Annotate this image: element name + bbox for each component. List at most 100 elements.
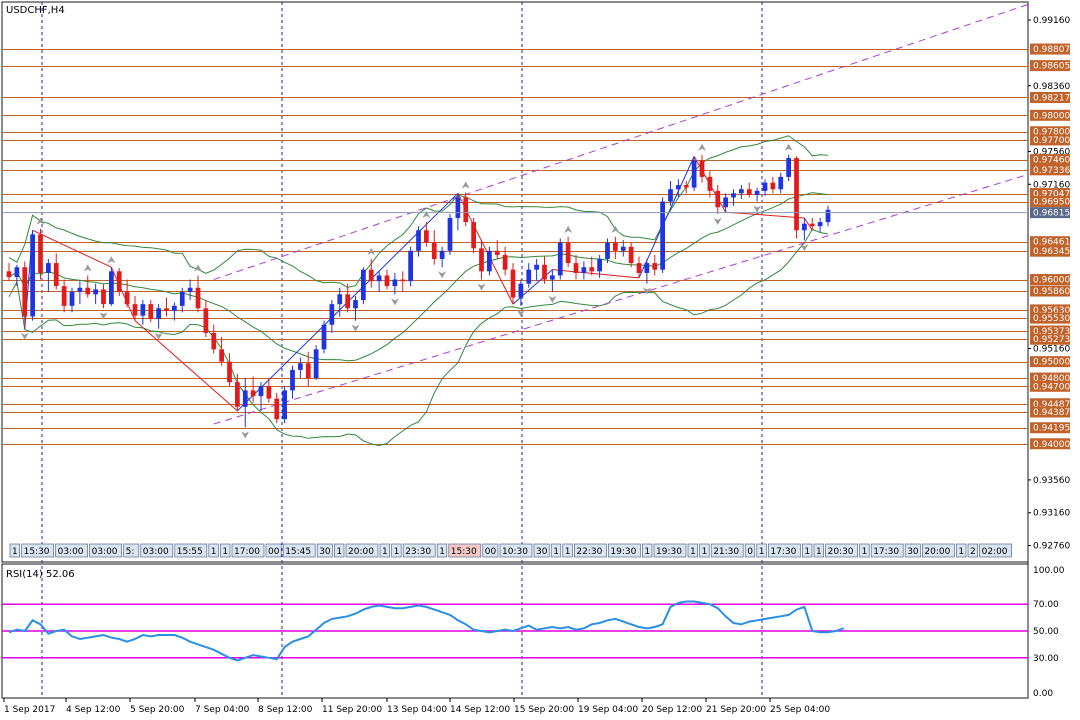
- level-label-4: 0.97800: [1030, 126, 1070, 138]
- level-label-text: 0.97460: [1033, 156, 1070, 166]
- candle-body: [368, 269, 374, 282]
- level-label-text: 0.95630: [1033, 306, 1070, 316]
- candle-80: [636, 256, 642, 278]
- candle-3: [30, 230, 35, 321]
- session-tag-box-13: [334, 543, 345, 558]
- level-label-bg: [1030, 325, 1070, 337]
- candle-body: [337, 294, 343, 305]
- candle-body: [589, 267, 595, 272]
- session-tag-box-23: [550, 543, 562, 558]
- candle-body: [361, 269, 366, 301]
- session-tag-box-33: [756, 543, 767, 558]
- session-tag-0: 1: [12, 547, 18, 557]
- level-label-text: 0.95273: [1033, 335, 1070, 345]
- level-label-9: 0.96950: [1030, 196, 1070, 208]
- candle-body: [109, 271, 114, 305]
- current-price-bg: [1030, 207, 1070, 219]
- candlesticks: [6, 154, 831, 428]
- level-label-bg: [1030, 274, 1070, 286]
- level-label-text: 0.98605: [1033, 62, 1070, 72]
- level-label-16: 0.95373: [1030, 325, 1070, 337]
- session-tag-28: 19:30: [656, 547, 682, 557]
- session-tags: 1 15:30 03:00 03:00 5: 03:00 15:55 1 1 17:00 00 15:…: [9, 543, 1012, 558]
- candle-body: [746, 189, 752, 195]
- candle-21: [172, 302, 177, 321]
- candle-10: [85, 275, 91, 298]
- level-label-15: 0.95530: [1030, 312, 1070, 324]
- candle-48: [384, 269, 390, 290]
- candle-11: [93, 283, 98, 305]
- rsi-tick-2: 50.00: [1033, 627, 1059, 637]
- candle-body: [250, 390, 256, 397]
- candle-body: [754, 190, 760, 195]
- session-tag-box-22: [533, 543, 550, 558]
- candle-102: [809, 217, 815, 231]
- candle-79: [628, 242, 634, 268]
- candle-77: [613, 236, 618, 260]
- candle-90: [715, 185, 721, 214]
- level-label-text: 0.95000: [1033, 358, 1070, 368]
- level-label-text: 0.94487: [1033, 400, 1070, 410]
- level-label-text: 0.96461: [1033, 238, 1070, 248]
- level-label-text: 0.95860: [1033, 287, 1070, 297]
- session-tag-27: 1: [644, 547, 650, 557]
- candle-body: [329, 304, 335, 325]
- candle-body: [274, 398, 280, 420]
- session-tag-4: 5:: [126, 547, 135, 557]
- session-tag-box-5: [140, 543, 174, 558]
- candle-86: [683, 181, 689, 194]
- candle-13: [109, 267, 114, 306]
- candle-81: [644, 259, 650, 284]
- level-label-8: 0.97047: [1030, 188, 1070, 200]
- candle-38: [305, 351, 311, 387]
- level-label-10: 0.96461: [1030, 236, 1070, 248]
- candle-body: [211, 332, 217, 350]
- candle-body: [132, 304, 138, 316]
- fractal-up-13: [107, 256, 116, 264]
- level-label-21: 0.94487: [1030, 398, 1070, 410]
- fractal-down-55: [438, 271, 447, 279]
- candle-29: [235, 373, 240, 411]
- session-tag-10: 00: [268, 547, 280, 557]
- time-label-5: 11 Sep 20:00: [322, 705, 382, 715]
- level-label-bg: [1030, 422, 1070, 434]
- candle-body: [660, 201, 665, 270]
- session-tag-21: 10:30: [502, 547, 528, 557]
- candle-51: [408, 246, 413, 287]
- candle-45: [361, 267, 366, 305]
- candle-47: [376, 271, 382, 292]
- session-tag-box-30: [699, 543, 710, 558]
- level-label-17: 0.95273: [1030, 333, 1070, 345]
- candle-82: [652, 254, 658, 276]
- candle-body: [408, 250, 413, 282]
- candle-body: [762, 182, 768, 191]
- candle-body: [809, 223, 815, 227]
- candle-40: [321, 320, 327, 354]
- level-label-bg: [1030, 333, 1070, 345]
- bollinger-lower: [8, 228, 829, 447]
- fractal-down-49: [390, 298, 399, 306]
- candle-39: [313, 345, 319, 380]
- candle-body: [266, 386, 272, 399]
- time-label-12: 25 Sep 04:00: [770, 705, 830, 715]
- session-tag-19: 15:30: [451, 547, 477, 557]
- fractal-down-44: [351, 324, 360, 332]
- level-label-text: 0.94000: [1033, 440, 1070, 450]
- fractal-down-69: [548, 295, 557, 303]
- session-tag-43: 2: [970, 547, 976, 557]
- candle-body: [463, 197, 469, 223]
- session-tag-box-21: [499, 543, 533, 558]
- candle-53: [424, 222, 429, 247]
- candle-body: [731, 193, 736, 198]
- level-label-text: 0.95530: [1033, 314, 1070, 324]
- rsi-tick-4: 0.00: [1033, 689, 1053, 699]
- candle-body: [471, 222, 476, 249]
- level-label-text: 0.94700: [1033, 382, 1070, 392]
- fractal-down-12: [99, 312, 108, 320]
- candle-body: [195, 287, 201, 309]
- session-tag-box-20: [482, 543, 499, 558]
- candle-52: [416, 226, 421, 257]
- candle-body: [46, 263, 51, 273]
- session-tag-box-29: [687, 543, 698, 558]
